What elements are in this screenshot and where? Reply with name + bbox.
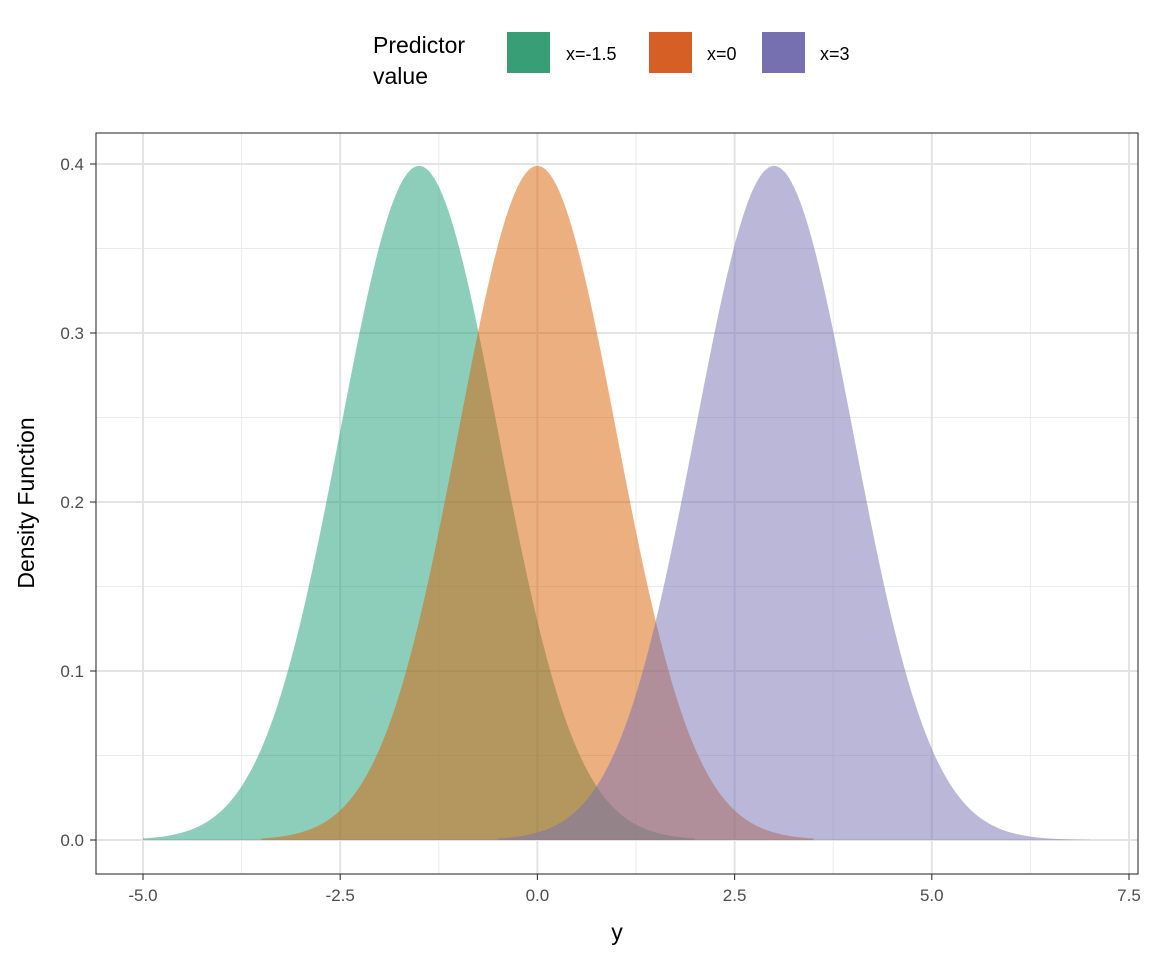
legend-label-x=0: x=0 [707, 44, 737, 64]
legend-key-x=0 [649, 32, 692, 73]
x-axis: -5.0 -2.5 0.0 2.5 5.0 7.5 [128, 874, 1141, 905]
y-tick-label: 0.3 [60, 324, 84, 343]
legend-label-x=3: x=3 [820, 44, 850, 64]
legend-key-x=3 [762, 32, 805, 73]
legend-title-line-1: Predictor [373, 32, 465, 58]
x-tick-label: 0.0 [526, 886, 550, 905]
x-tick-label: 2.5 [723, 886, 747, 905]
legend-title-line-2: value [373, 63, 428, 89]
x-tick-label: -2.5 [326, 886, 355, 905]
y-tick-label: 0.2 [60, 493, 84, 512]
x-tick-label: 7.5 [1117, 886, 1141, 905]
y-tick-label: 0.1 [60, 662, 84, 681]
y-tick-label: 0.4 [60, 155, 84, 174]
x-tick-label: -5.0 [128, 886, 157, 905]
plot-border [95, 132, 1139, 875]
x-tick-label: 5.0 [920, 886, 944, 905]
density-areas [143, 165, 1090, 841]
density-area-x=0 [261, 165, 814, 841]
y-axis: 0.0 0.1 0.2 0.3 0.4 [60, 155, 96, 850]
y-axis-title: Density Function [13, 417, 39, 588]
x-axis-title: y [611, 919, 623, 945]
density-area-x=-1.5 [143, 165, 696, 841]
density-area-x=3 [497, 165, 1090, 840]
legend-label-x=-1.5: x=-1.5 [566, 44, 617, 64]
legend-key-x=-1.5 [507, 32, 550, 73]
y-tick-label: 0.0 [60, 831, 84, 850]
legend: Predictor value x=-1.5 x=0 x=3 [373, 32, 850, 89]
